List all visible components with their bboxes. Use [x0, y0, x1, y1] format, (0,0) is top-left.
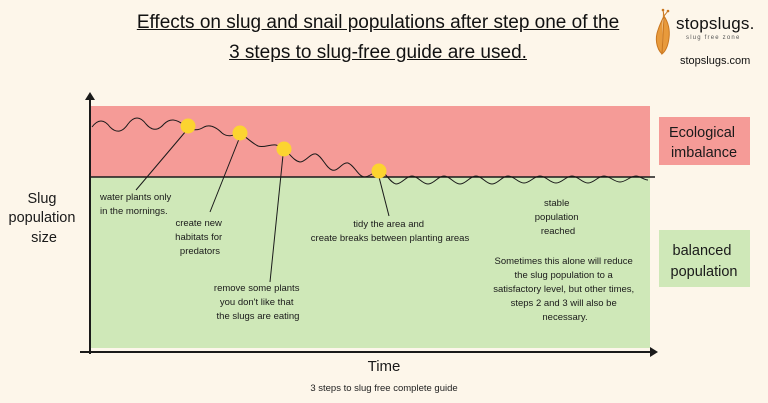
logo-name: stopslugs. [676, 14, 755, 33]
imbalance-label: Ecological imbalance [669, 125, 739, 161]
annotation-remove: remove some plants you don't like that t… [214, 283, 302, 322]
logo-url: stopslugs.com [680, 55, 751, 67]
annotation-note: Sometimes this alone will reduce the slu… [493, 256, 637, 323]
logo-tagline: slug free zone [686, 35, 741, 41]
marker-tidy [371, 163, 387, 179]
imbalance-zone [90, 106, 650, 177]
annotation-stable: stable population reached [535, 198, 582, 237]
marker-remove [276, 141, 292, 157]
balanced-label: balanced population [671, 243, 738, 280]
y-axis-label: Slug population size [9, 191, 80, 246]
annotation-tidy: tidy the area and create breaks between … [311, 219, 470, 244]
page-title: Effects on slug and snail populations af… [70, 8, 686, 68]
marker-habitats [232, 125, 248, 141]
annotation-habitats: create new habitats for predators [175, 218, 225, 257]
title-line-1: Effects on slug and snail populations af… [136, 12, 620, 33]
imbalance-label-box [659, 117, 750, 165]
stopslugs-logo: stopslugs. slug free zone stopslugs.com [650, 6, 762, 68]
balanced-label-box [659, 230, 750, 287]
slug-icon [655, 8, 670, 56]
balanced-zone [90, 177, 650, 348]
pointer-remove [269, 154, 284, 283]
title-line-2: 3 steps to slug-free guide are used. [229, 42, 527, 63]
marker-water [180, 118, 196, 134]
pointer-water [135, 130, 187, 191]
annotation-water: water plants only in the mornings. [99, 192, 174, 217]
footer-caption: 3 steps to slug free complete guide [310, 383, 458, 394]
y-axis-arrow [85, 92, 95, 100]
x-axis-arrow [650, 347, 658, 357]
pointer-tidy [378, 176, 390, 217]
x-axis-label: Time [368, 358, 401, 375]
pointer-habitats [209, 138, 240, 213]
